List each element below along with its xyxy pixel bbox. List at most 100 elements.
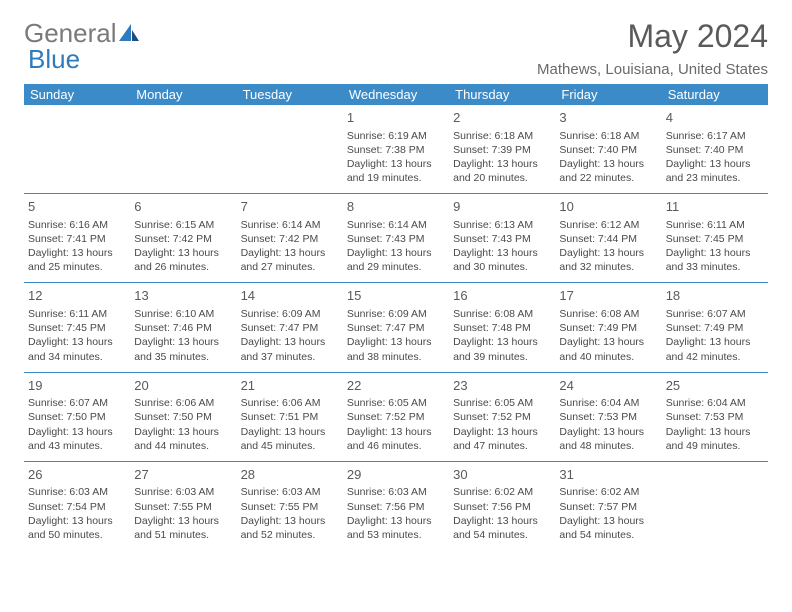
sunrise-line: Sunrise: 6:03 AM: [28, 485, 126, 499]
sunset-line: Sunset: 7:55 PM: [134, 500, 232, 514]
day-number: 28: [241, 466, 339, 484]
day-number: 24: [559, 377, 657, 395]
calendar-cell: 8Sunrise: 6:14 AMSunset: 7:43 PMDaylight…: [343, 194, 449, 283]
sunset-line: Sunset: 7:43 PM: [347, 232, 445, 246]
day-number: 31: [559, 466, 657, 484]
day-number: 15: [347, 287, 445, 305]
daylight-line-1: Daylight: 13 hours: [559, 246, 657, 260]
daylight-line-1: Daylight: 13 hours: [559, 335, 657, 349]
daylight-line-2: and 48 minutes.: [559, 439, 657, 453]
sunrise-line: Sunrise: 6:11 AM: [28, 307, 126, 321]
daylight-line-2: and 47 minutes.: [453, 439, 551, 453]
daylight-line-2: and 30 minutes.: [453, 260, 551, 274]
sunset-line: Sunset: 7:46 PM: [134, 321, 232, 335]
location-text: Mathews, Louisiana, United States: [537, 61, 768, 78]
daylight-line-1: Daylight: 13 hours: [559, 425, 657, 439]
calendar-table: SundayMondayTuesdayWednesdayThursdayFrid…: [24, 84, 768, 550]
sunrise-line: Sunrise: 6:17 AM: [666, 129, 764, 143]
sunrise-line: Sunrise: 6:12 AM: [559, 218, 657, 232]
daylight-line-2: and 53 minutes.: [347, 528, 445, 542]
sunset-line: Sunset: 7:43 PM: [453, 232, 551, 246]
sunset-line: Sunset: 7:49 PM: [666, 321, 764, 335]
calendar-cell: 12Sunrise: 6:11 AMSunset: 7:45 PMDayligh…: [24, 283, 130, 372]
sunrise-line: Sunrise: 6:02 AM: [559, 485, 657, 499]
calendar-cell: 23Sunrise: 6:05 AMSunset: 7:52 PMDayligh…: [449, 373, 555, 462]
sunset-line: Sunset: 7:50 PM: [28, 410, 126, 424]
sunrise-line: Sunrise: 6:05 AM: [347, 396, 445, 410]
calendar-cell: 11Sunrise: 6:11 AMSunset: 7:45 PMDayligh…: [662, 194, 768, 283]
day-number: 29: [347, 466, 445, 484]
header: General May 2024 Mathews, Louisiana, Uni…: [24, 18, 768, 78]
sunrise-line: Sunrise: 6:14 AM: [241, 218, 339, 232]
sunset-line: Sunset: 7:50 PM: [134, 410, 232, 424]
daylight-line-2: and 46 minutes.: [347, 439, 445, 453]
calendar-cell: 28Sunrise: 6:03 AMSunset: 7:55 PMDayligh…: [237, 462, 343, 550]
daylight-line-2: and 32 minutes.: [559, 260, 657, 274]
calendar-cell: 17Sunrise: 6:08 AMSunset: 7:49 PMDayligh…: [555, 283, 661, 372]
calendar-cell: 14Sunrise: 6:09 AMSunset: 7:47 PMDayligh…: [237, 283, 343, 372]
calendar-cell: 16Sunrise: 6:08 AMSunset: 7:48 PMDayligh…: [449, 283, 555, 372]
sunset-line: Sunset: 7:49 PM: [559, 321, 657, 335]
daylight-line-1: Daylight: 13 hours: [347, 157, 445, 171]
daylight-line-1: Daylight: 13 hours: [347, 514, 445, 528]
sunset-line: Sunset: 7:40 PM: [666, 143, 764, 157]
daylight-line-1: Daylight: 13 hours: [453, 514, 551, 528]
daylight-line-1: Daylight: 13 hours: [28, 335, 126, 349]
calendar-cell: 6Sunrise: 6:15 AMSunset: 7:42 PMDaylight…: [130, 194, 236, 283]
daylight-line-1: Daylight: 13 hours: [666, 425, 764, 439]
sunset-line: Sunset: 7:56 PM: [453, 500, 551, 514]
sunset-line: Sunset: 7:42 PM: [241, 232, 339, 246]
day-number: 27: [134, 466, 232, 484]
day-number: 9: [453, 198, 551, 216]
sunset-line: Sunset: 7:39 PM: [453, 143, 551, 157]
calendar-header-row: SundayMondayTuesdayWednesdayThursdayFrid…: [24, 84, 768, 105]
sunset-line: Sunset: 7:47 PM: [241, 321, 339, 335]
title-block: May 2024 Mathews, Louisiana, United Stat…: [537, 18, 768, 78]
sunrise-line: Sunrise: 6:06 AM: [241, 396, 339, 410]
daylight-line-2: and 29 minutes.: [347, 260, 445, 274]
daylight-line-2: and 39 minutes.: [453, 350, 551, 364]
daylight-line-2: and 20 minutes.: [453, 171, 551, 185]
daylight-line-2: and 54 minutes.: [559, 528, 657, 542]
day-header: Friday: [555, 84, 661, 105]
calendar-cell: 25Sunrise: 6:04 AMSunset: 7:53 PMDayligh…: [662, 373, 768, 462]
daylight-line-2: and 19 minutes.: [347, 171, 445, 185]
day-number: 2: [453, 109, 551, 127]
calendar-cell: 4Sunrise: 6:17 AMSunset: 7:40 PMDaylight…: [662, 105, 768, 194]
day-number: 18: [666, 287, 764, 305]
daylight-line-2: and 42 minutes.: [666, 350, 764, 364]
calendar-cell: 24Sunrise: 6:04 AMSunset: 7:53 PMDayligh…: [555, 373, 661, 462]
daylight-line-2: and 49 minutes.: [666, 439, 764, 453]
calendar-cell: 15Sunrise: 6:09 AMSunset: 7:47 PMDayligh…: [343, 283, 449, 372]
sunrise-line: Sunrise: 6:11 AM: [666, 218, 764, 232]
day-number: 6: [134, 198, 232, 216]
sunrise-line: Sunrise: 6:07 AM: [28, 396, 126, 410]
daylight-line-2: and 54 minutes.: [453, 528, 551, 542]
sunrise-line: Sunrise: 6:06 AM: [134, 396, 232, 410]
calendar-cell: [237, 105, 343, 194]
daylight-line-2: and 45 minutes.: [241, 439, 339, 453]
daylight-line-1: Daylight: 13 hours: [28, 425, 126, 439]
daylight-line-1: Daylight: 13 hours: [453, 335, 551, 349]
calendar-cell: 22Sunrise: 6:05 AMSunset: 7:52 PMDayligh…: [343, 373, 449, 462]
calendar-cell: 3Sunrise: 6:18 AMSunset: 7:40 PMDaylight…: [555, 105, 661, 194]
daylight-line-2: and 43 minutes.: [28, 439, 126, 453]
day-number: 1: [347, 109, 445, 127]
daylight-line-2: and 34 minutes.: [28, 350, 126, 364]
calendar-cell: 19Sunrise: 6:07 AMSunset: 7:50 PMDayligh…: [24, 373, 130, 462]
sunset-line: Sunset: 7:57 PM: [559, 500, 657, 514]
day-number: 25: [666, 377, 764, 395]
sunrise-line: Sunrise: 6:10 AM: [134, 307, 232, 321]
sunrise-line: Sunrise: 6:09 AM: [241, 307, 339, 321]
daylight-line-2: and 35 minutes.: [134, 350, 232, 364]
daylight-line-1: Daylight: 13 hours: [453, 157, 551, 171]
daylight-line-2: and 23 minutes.: [666, 171, 764, 185]
sunrise-line: Sunrise: 6:15 AM: [134, 218, 232, 232]
calendar-cell: 26Sunrise: 6:03 AMSunset: 7:54 PMDayligh…: [24, 462, 130, 550]
sunset-line: Sunset: 7:56 PM: [347, 500, 445, 514]
daylight-line-2: and 52 minutes.: [241, 528, 339, 542]
page-title: May 2024: [537, 18, 768, 55]
sunset-line: Sunset: 7:53 PM: [559, 410, 657, 424]
sunrise-line: Sunrise: 6:18 AM: [559, 129, 657, 143]
day-header: Tuesday: [237, 84, 343, 105]
